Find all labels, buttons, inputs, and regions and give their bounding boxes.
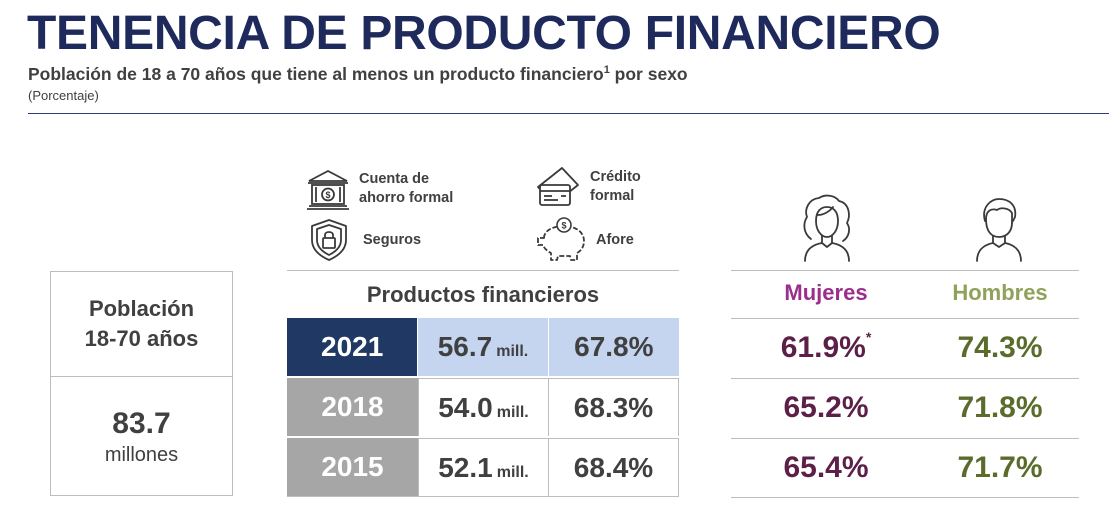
percent-cell: 68.4%: [548, 438, 679, 496]
people-cell: 56.7 mill.: [417, 318, 548, 376]
women-value: 65.4%: [783, 451, 869, 484]
legend-item-afore: $ Afore: [534, 216, 634, 264]
table-row: 2015 52.1 mill. 68.4%: [287, 438, 679, 496]
population-box: Población 18-70 años 83.7 millones: [50, 271, 233, 496]
piggy-bank-icon: $: [537, 217, 585, 261]
year-cell: 2018: [287, 378, 418, 436]
woman-icon: [803, 194, 850, 262]
men-value: 74.3%: [957, 331, 1043, 364]
women-value: 61.9%*: [780, 329, 872, 364]
subtitle-end: por sexo: [609, 64, 688, 84]
year-cell: 2021: [287, 318, 418, 376]
man-icon: [976, 198, 1022, 262]
legend-item-insurance: Seguros: [309, 218, 421, 262]
people-cell: 52.1 mill.: [418, 438, 548, 496]
population-label-line1: Población: [88, 296, 195, 321]
svg-text:$: $: [561, 221, 566, 231]
unit-label: (Porcentaje): [28, 88, 99, 103]
footnote-mark: 1: [603, 64, 610, 77]
bank-icon: $: [307, 169, 349, 210]
table-row: 2018 54.0 mill. 68.3%: [287, 378, 679, 436]
sex-table-divider: [731, 318, 1079, 319]
subtitle-text: Población de 18 a 70 años que tiene al m…: [28, 64, 604, 84]
table-row: 2021 56.7 mill. 67.8%: [287, 318, 679, 376]
sex-table-bottom-border: [731, 497, 1079, 498]
population-value: 83.7: [112, 406, 171, 440]
legend-label-insurance: Seguros: [363, 231, 422, 248]
legend-label-afore: Afore: [596, 231, 634, 248]
page-title: TENENCIA DE PRODUCTO FINANCIERO: [27, 7, 941, 60]
header-divider: [28, 113, 1109, 114]
sex-table-divider: [731, 438, 1079, 439]
women-value: 65.2%: [783, 391, 869, 424]
significance-mark: *: [865, 329, 872, 345]
legend-item-savings: $ Cuenta de ahorro formal: [305, 168, 453, 210]
men-value: 71.8%: [957, 391, 1043, 424]
sex-table-top-border: [731, 270, 1079, 271]
table-bottom-border: [287, 496, 679, 497]
percent-cell: 68.3%: [548, 378, 679, 436]
population-label-line2: 18-70 años: [84, 326, 199, 351]
men-header: Hombres: [952, 280, 1048, 305]
women-header: Mujeres: [784, 280, 868, 305]
shield-lock-icon: [311, 219, 347, 261]
svg-text:$: $: [325, 190, 330, 200]
legend-label-savings: Cuenta de ahorro formal: [359, 171, 454, 206]
products-header: Productos financieros: [287, 270, 679, 319]
people-cell: 54.0 mill.: [418, 378, 548, 436]
population-units: millones: [104, 443, 179, 466]
percent-cell: 67.8%: [547, 318, 679, 376]
year-cell: 2015: [287, 438, 418, 496]
subtitle: Población de 18 a 70 años que tiene al m…: [28, 64, 688, 85]
population-total: 83.7 millones: [51, 377, 232, 496]
legend-label-credit: Crédito formal: [590, 169, 641, 204]
population-label: Población 18-70 años: [51, 272, 232, 377]
credit-card-icon: [537, 167, 579, 206]
legend-item-credit: Crédito formal: [534, 163, 641, 211]
men-value: 71.7%: [957, 451, 1043, 484]
sex-table-divider: [731, 378, 1079, 379]
